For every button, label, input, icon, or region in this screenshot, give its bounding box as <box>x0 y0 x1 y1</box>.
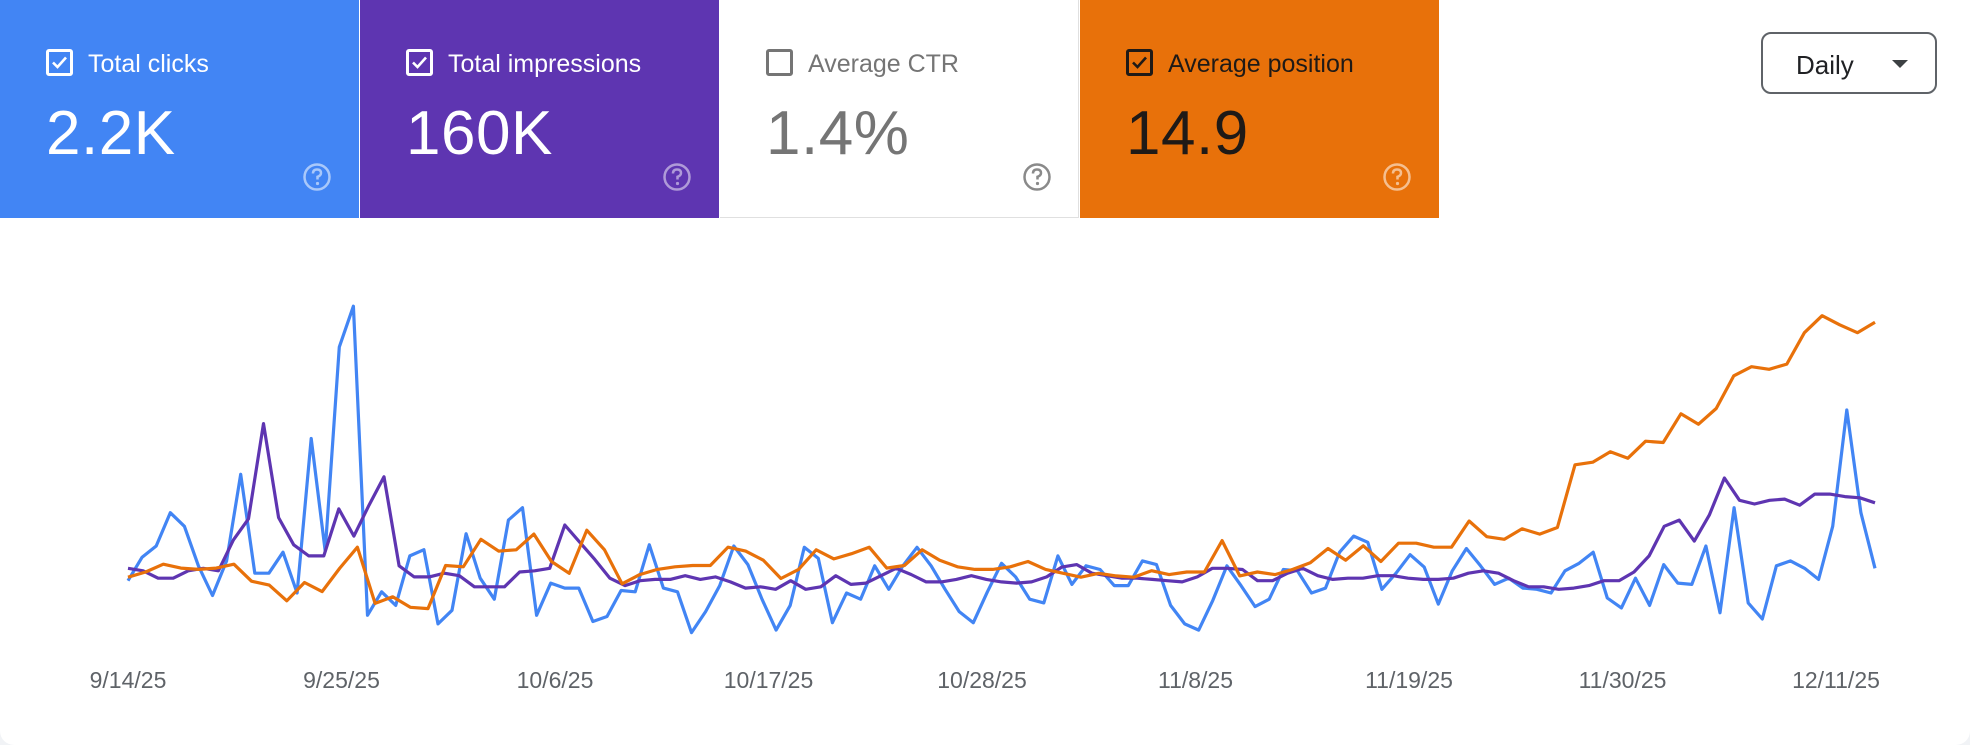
help-circle-icon[interactable] <box>1382 162 1412 192</box>
help-circle-icon[interactable] <box>302 162 332 192</box>
help-circle-icon[interactable] <box>1022 162 1052 192</box>
help-circle-icon[interactable] <box>662 162 692 192</box>
checkbox-icon[interactable] <box>406 49 433 76</box>
metric-average-position[interactable]: Average position 14.9 <box>1080 0 1439 218</box>
metric-label: Total clicks <box>88 50 209 78</box>
x-tick-label: 10/17/25 <box>724 667 814 693</box>
x-tick-label: 11/19/25 <box>1365 667 1453 693</box>
x-tick-label: 10/28/25 <box>937 667 1027 693</box>
metric-total-impressions[interactable]: Total impressions 160K <box>360 0 719 218</box>
metric-label: Average CTR <box>808 50 959 78</box>
series-line-total-clicks <box>126 304 1877 635</box>
range-dropdown[interactable]: Daily <box>1761 32 1937 94</box>
metric-value: 2.2K <box>46 99 176 168</box>
checkbox-icon[interactable] <box>1126 49 1153 76</box>
x-tick-label: 10/6/25 <box>517 667 594 693</box>
caret-down-icon <box>1892 60 1908 68</box>
checkbox-icon[interactable] <box>766 49 793 76</box>
metric-label: Average position <box>1168 50 1354 78</box>
checkbox-icon[interactable] <box>46 49 73 76</box>
metric-label: Total impressions <box>448 50 642 78</box>
metric-value: 1.4% <box>766 99 910 168</box>
range-dropdown-label: Daily <box>1796 50 1854 80</box>
x-tick-label: 9/25/25 <box>303 667 380 693</box>
performance-chart: 9/14/25 9/25/25 10/6/25 10/17/25 10/28/25 11/… <box>90 304 1880 693</box>
metric-average-ctr[interactable]: Average CTR 1.4% <box>720 0 1079 218</box>
metric-value: 160K <box>406 99 553 168</box>
metric-total-clicks[interactable]: Total clicks 2.2K <box>0 0 359 218</box>
metric-value: 14.9 <box>1126 99 1249 168</box>
series-line-total-impressions <box>127 422 1876 591</box>
x-tick-label: 12/11/25 <box>1792 667 1880 693</box>
x-tick-label: 11/8/25 <box>1158 667 1233 693</box>
x-tick-label: 11/30/25 <box>1579 667 1667 693</box>
x-tick-label: 9/14/25 <box>90 667 167 693</box>
series-line-average-position <box>127 314 1876 611</box>
